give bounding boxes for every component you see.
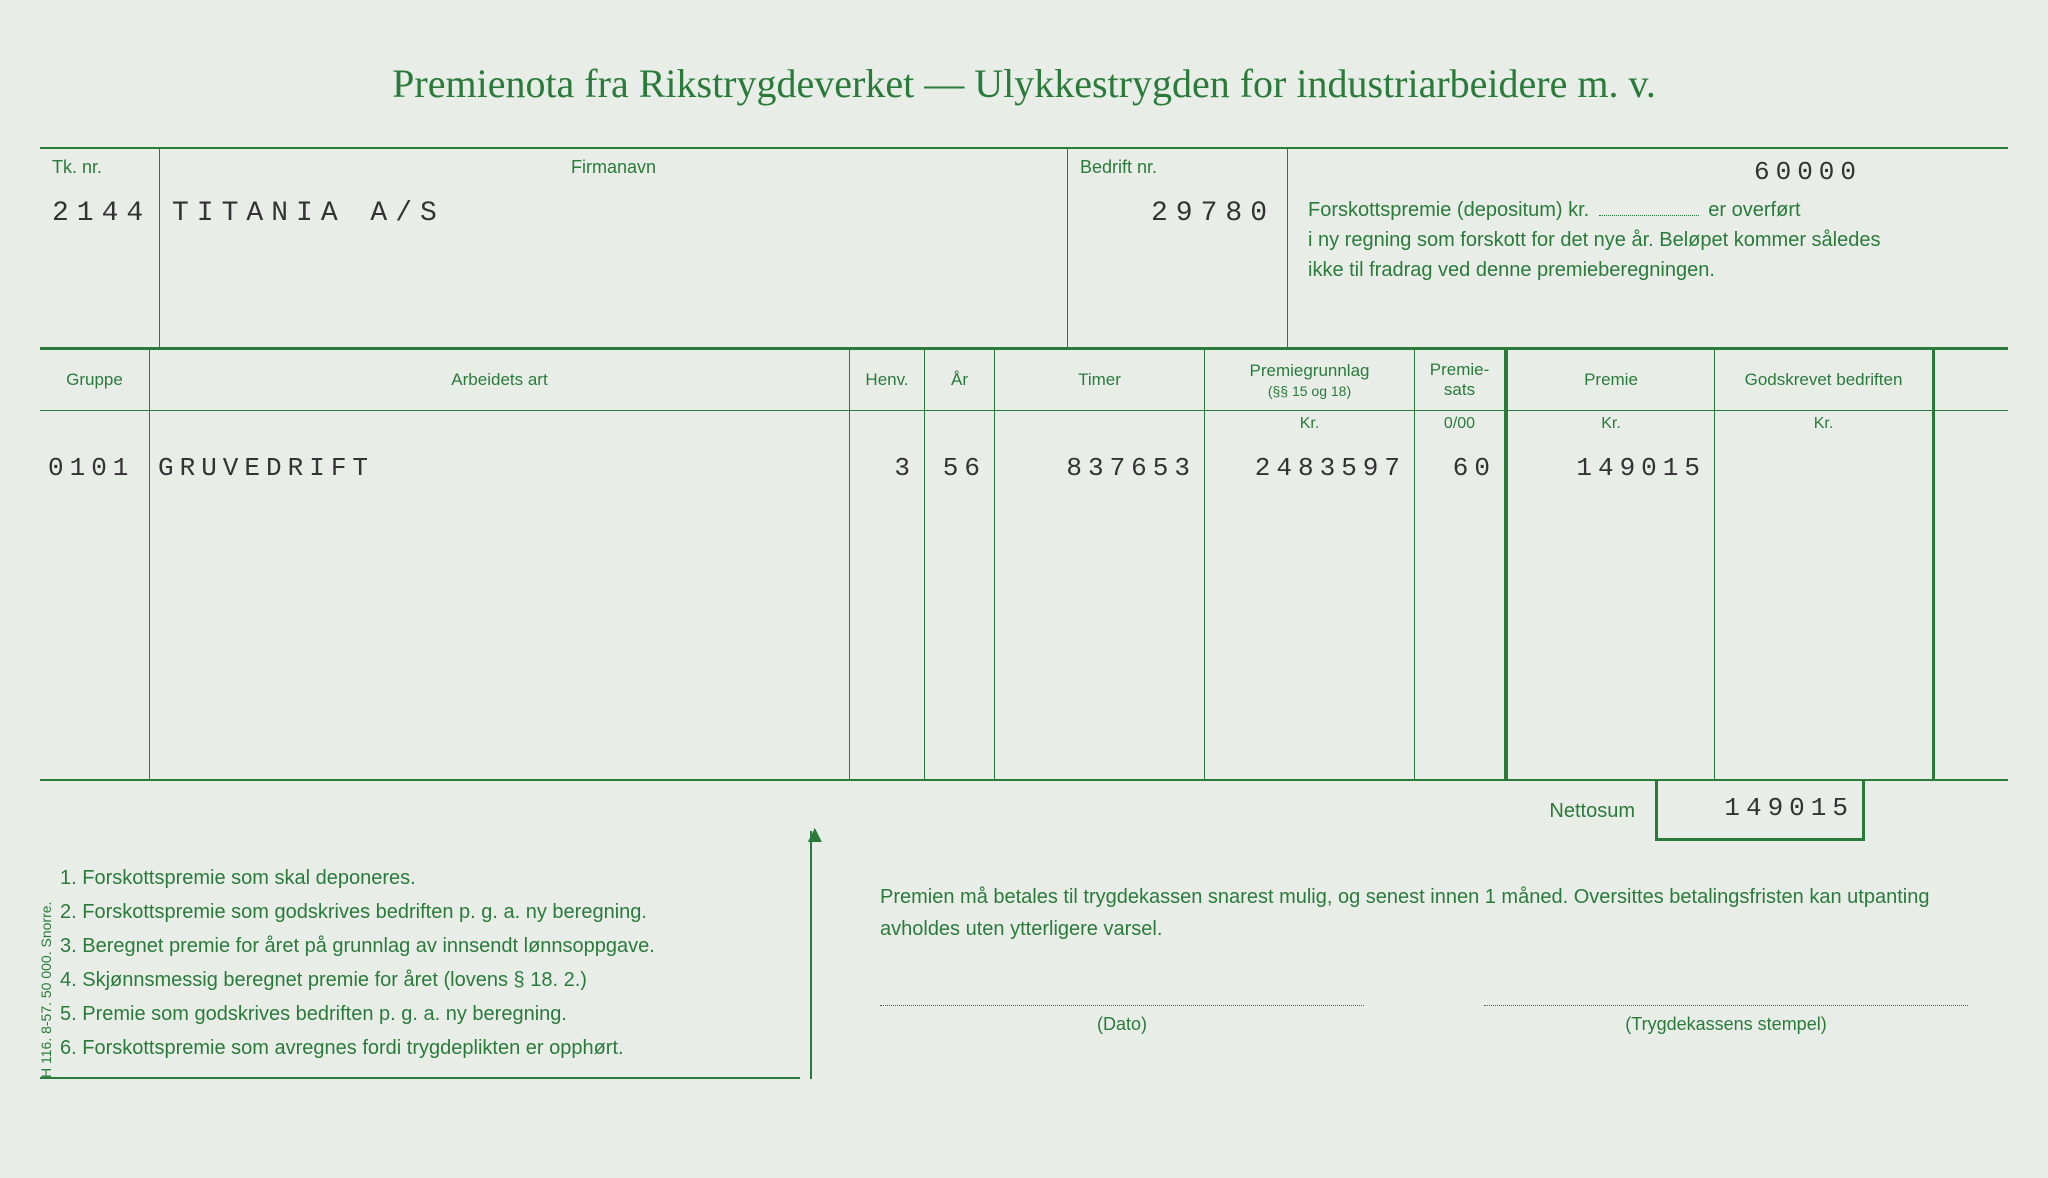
- info-pre: Forskottspremie (depositum) kr.: [1308, 199, 1595, 221]
- unit-gruppe: [40, 411, 150, 441]
- unit-godskrevet: Kr.: [1715, 411, 1935, 441]
- data-godskrevet: [1715, 441, 1935, 779]
- bedrift-value: 29780: [1080, 198, 1275, 229]
- table-header-row: Gruppe Arbeidets art Henv. År Timer Prem…: [40, 347, 2008, 411]
- grunnlag-sub: (§§ 15 og 18): [1209, 383, 1410, 399]
- dotted-line: [1599, 215, 1699, 216]
- col-premie: Premie: [1505, 350, 1715, 410]
- footer-payment-info: Premien må betales til trygdekassen snar…: [840, 861, 2008, 1079]
- unit-art: [150, 411, 850, 441]
- unit-grunnlag: Kr.: [1205, 411, 1415, 441]
- header-section: Tk. nr. 2144 Firmanavn TITANIA A/S Bedri…: [40, 147, 2008, 347]
- col-timer: Timer: [995, 350, 1205, 410]
- data-ar: 56: [925, 441, 995, 779]
- legend-item-3: 3. Beregnet premie for året på grunnlag …: [60, 929, 780, 963]
- stempel-field: (Trygdekassens stempel): [1484, 1005, 1968, 1039]
- data-grunnlag: 2483597: [1205, 441, 1415, 779]
- footer-section: 1. Forskottspremie som skal deponeres. 2…: [40, 861, 2008, 1079]
- info-line2: i ny regning som forskott for det nye år…: [1308, 229, 1880, 251]
- col-grunnlag: Premiegrunnlag (§§ 15 og 18): [1205, 350, 1415, 410]
- legend-item-5: 5. Premie som godskrives bedriften p. g.…: [60, 997, 780, 1031]
- tk-nr-cell: Tk. nr. 2144: [40, 149, 160, 347]
- tk-nr-label: Tk. nr.: [52, 157, 147, 178]
- firma-cell: Firmanavn TITANIA A/S: [160, 149, 1068, 347]
- dato-field: (Dato): [880, 1005, 1364, 1039]
- legend-list: 1. Forskottspremie som skal deponeres. 2…: [60, 861, 780, 1065]
- col-art: Arbeidets art: [150, 350, 850, 410]
- premium-note-form: Premienota fra Rikstrygdeverket — Ulykke…: [40, 60, 2008, 1178]
- legend-item-1: 1. Forskottspremie som skal deponeres.: [60, 861, 780, 895]
- bedrift-cell: Bedrift nr. 29780: [1068, 149, 1288, 347]
- unit-sats: 0/00: [1415, 411, 1505, 441]
- col-gruppe: Gruppe: [40, 350, 150, 410]
- forskott-text: Forskottspremie (depositum) kr. er overf…: [1308, 195, 1988, 285]
- unit-henv: [850, 411, 925, 441]
- firma-value: TITANIA A/S: [172, 198, 1055, 229]
- netto-label: Nettosum: [1505, 800, 1655, 823]
- col-ar: År: [925, 350, 995, 410]
- tk-nr-value: 2144: [52, 198, 147, 229]
- legend-item-4: 4. Skjønnsmessig beregnet premie for åre…: [60, 963, 780, 997]
- bedrift-label: Bedrift nr.: [1080, 157, 1275, 178]
- stempel-label: (Trygdekassens stempel): [1484, 1005, 1968, 1039]
- data-sats: 60: [1415, 441, 1505, 779]
- data-art: GRUVEDRIFT: [150, 441, 850, 779]
- unit-premie: Kr.: [1505, 411, 1715, 441]
- unit-ar: [925, 411, 995, 441]
- col-henv: Henv.: [850, 350, 925, 410]
- unit-row: Kr. 0/00 Kr. Kr.: [40, 411, 2008, 441]
- data-body: 0101 GRUVEDRIFT 3 56 837653 2483597 60 1…: [40, 441, 2008, 781]
- arrow-head-icon: ▲: [803, 821, 827, 849]
- arrow-indicator: ▲: [800, 861, 840, 1079]
- legend-item-6: 6. Forskottspremie som avregnes fordi tr…: [60, 1031, 780, 1065]
- forskott-amount: 60000: [1628, 157, 1988, 187]
- grunnlag-label: Premiegrunnlag: [1209, 361, 1410, 381]
- dato-label: (Dato): [880, 1005, 1364, 1039]
- data-timer: 837653: [995, 441, 1205, 779]
- info-post: er overført: [1703, 199, 1801, 221]
- data-henv: 3: [850, 441, 925, 779]
- netto-row: Nettosum 149015: [40, 781, 2008, 841]
- forskott-info: 60000 Forskottspremie (depositum) kr. er…: [1288, 149, 2008, 347]
- unit-timer: [995, 411, 1205, 441]
- print-code: H 116. 8-57. 50 000. Snorre.: [38, 902, 54, 1078]
- payment-text: Premien må betales til trygdekassen snar…: [880, 881, 1968, 945]
- firma-label: Firmanavn: [172, 157, 1055, 178]
- legend-item-2: 2. Forskottspremie som godskrives bedrif…: [60, 895, 780, 929]
- col-godskrevet: Godskrevet bedriften: [1715, 350, 1935, 410]
- netto-value: 149015: [1655, 781, 1865, 841]
- signature-row: (Dato) (Trygdekassens stempel): [880, 1005, 1968, 1039]
- info-line3: ikke til fradrag ved denne premieberegni…: [1308, 259, 1715, 281]
- col-sats: Premie-sats: [1415, 350, 1505, 410]
- data-gruppe: 0101: [40, 441, 150, 779]
- data-premie: 149015: [1505, 441, 1715, 779]
- arrow-line: [810, 831, 812, 1079]
- form-title: Premienota fra Rikstrygdeverket — Ulykke…: [40, 60, 2008, 107]
- footer-legend: 1. Forskottspremie som skal deponeres. 2…: [40, 861, 800, 1079]
